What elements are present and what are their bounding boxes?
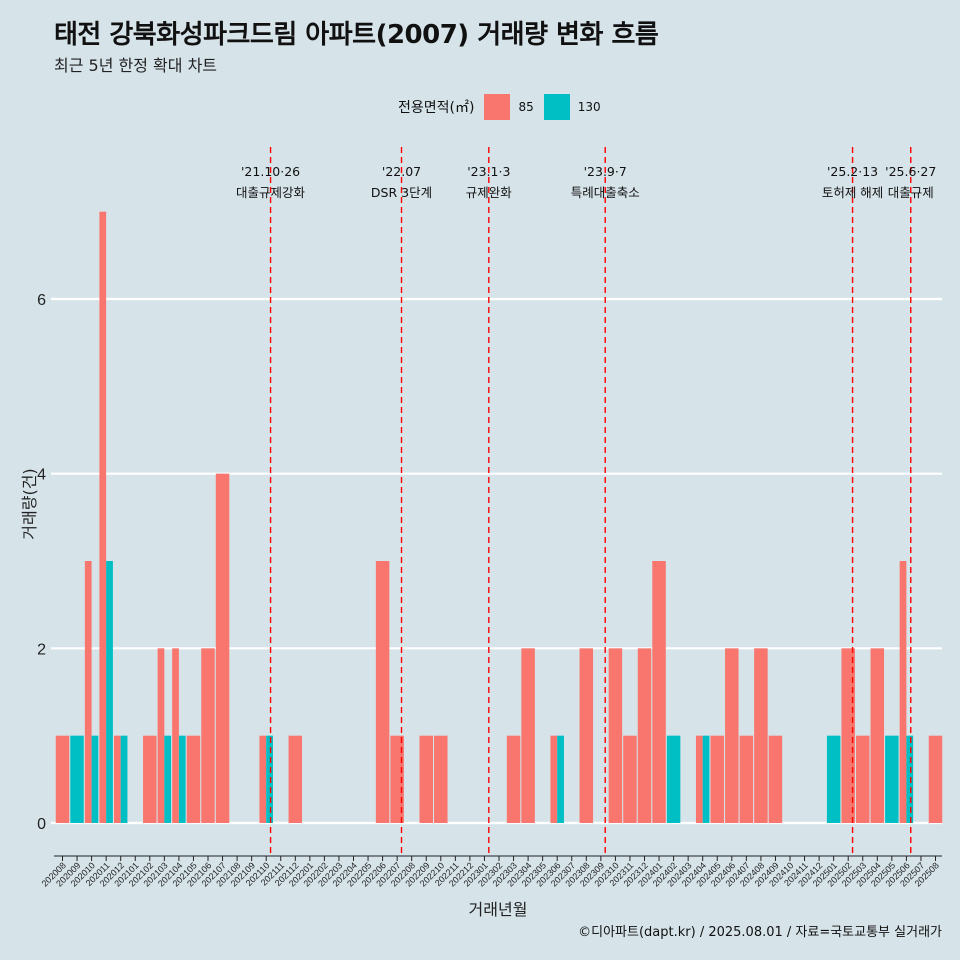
event-label-3: 특례대출축소 — [571, 185, 640, 200]
bar-85-202508 — [928, 735, 943, 823]
bar-85-202409 — [768, 735, 783, 823]
y-tick-label-4: 4 — [37, 467, 46, 484]
bar-85-202304 — [521, 648, 535, 823]
y-tick-label-0: 0 — [37, 816, 46, 833]
legend: 전용면적(㎡) 85 130 — [398, 94, 611, 120]
bar-85-202404 — [695, 735, 703, 823]
bar-85-202210 — [434, 735, 448, 823]
x-axis-title: 거래년월 — [469, 900, 528, 919]
event-lines: '21.10·26 대출규제강화 '22.07 DSR 3단계 '23.1·3 규제완화 '… — [236, 147, 936, 856]
bar-85-202112 — [288, 735, 303, 823]
bar-85-202106 — [201, 648, 215, 823]
event-date-3: '23.9·7 — [584, 164, 627, 179]
legend-swatch-85 — [484, 94, 511, 120]
event-date-1: '22.07 — [382, 164, 421, 179]
bar-130-202009 — [70, 735, 84, 823]
bar-85-202104 — [172, 648, 179, 823]
bar-85-202504 — [870, 648, 885, 823]
chart-title: 태전 강북화성파크드림 아파트(2007) 거래량 변화 흐름 — [54, 20, 659, 50]
bar-130-202506 — [906, 735, 914, 823]
bar-130-202306 — [557, 735, 564, 823]
bar-130-202012 — [120, 735, 128, 823]
legend-swatch-130 — [543, 94, 570, 120]
bar-85-202206 — [375, 561, 390, 823]
bar-130-202010 — [91, 735, 99, 823]
event-label-2: 규제완화 — [466, 185, 513, 200]
y-tick-label-6: 6 — [37, 292, 46, 309]
bar-85-202405 — [710, 735, 724, 823]
bar-130-202501 — [826, 735, 841, 823]
bar-85-202107 — [215, 473, 230, 823]
bar-85-202207 — [390, 735, 404, 823]
bar-130-202110 — [266, 735, 273, 823]
bar-85-202012 — [113, 735, 121, 823]
event-label-1: DSR 3단계 — [371, 185, 432, 200]
bar-85-202110 — [259, 735, 267, 823]
bar-130-202505 — [885, 735, 899, 823]
event-label-4: 토허제 해제 — [822, 185, 883, 200]
source-caption: ©디아파트(dapt.kr) / 2025.08.01 / 자료=국토교통부 실… — [578, 925, 942, 940]
bars — [55, 211, 943, 823]
bar-85-202303 — [506, 735, 521, 823]
bar-85-202506 — [899, 561, 907, 823]
bar-85-202010 — [84, 561, 92, 823]
bar-85-202209 — [419, 735, 433, 823]
bar-85-202102 — [143, 735, 157, 823]
event-date-0: '21.10·26 — [241, 164, 300, 179]
bar-85-202406 — [725, 648, 739, 823]
bar-130-202402 — [666, 735, 681, 823]
bar-130-202103 — [164, 735, 172, 823]
bar-130-202011 — [106, 561, 113, 823]
bar-130-202104 — [178, 735, 186, 823]
bar-85-202503 — [856, 735, 870, 823]
bar-85-202502 — [841, 648, 855, 823]
legend-label-85: 85 — [518, 100, 534, 114]
bar-85-202011 — [99, 211, 107, 823]
bar-85-202008 — [55, 735, 70, 823]
bar-130-202404 — [702, 735, 710, 823]
bar-85-202306 — [550, 735, 558, 823]
bar-85-202311 — [623, 735, 637, 823]
bar-85-202408 — [754, 648, 768, 823]
bar-85-202407 — [739, 735, 754, 823]
bar-85-202105 — [186, 735, 201, 823]
y-tick-label-2: 2 — [37, 641, 46, 658]
bar-85-202312 — [637, 648, 652, 823]
legend-title: 전용면적(㎡) — [398, 100, 475, 116]
event-label-0: 대출규제강화 — [236, 185, 306, 200]
bar-85-202401 — [652, 561, 666, 823]
bar-85-202310 — [608, 648, 623, 823]
event-date-5: '25.6·27 — [885, 164, 936, 179]
event-date-4: '25.2·13 — [827, 164, 878, 179]
y-axis-title: 거래량(건) — [20, 468, 39, 539]
event-date-2: '23.1·3 — [467, 164, 510, 179]
bar-85-202103 — [157, 648, 165, 823]
legend-label-130: 130 — [577, 100, 601, 114]
event-label-5: 대출규제 — [888, 185, 934, 200]
bar-85-202308 — [579, 648, 594, 823]
chart-subtitle: 최근 5년 한정 확대 차트 — [54, 56, 218, 75]
